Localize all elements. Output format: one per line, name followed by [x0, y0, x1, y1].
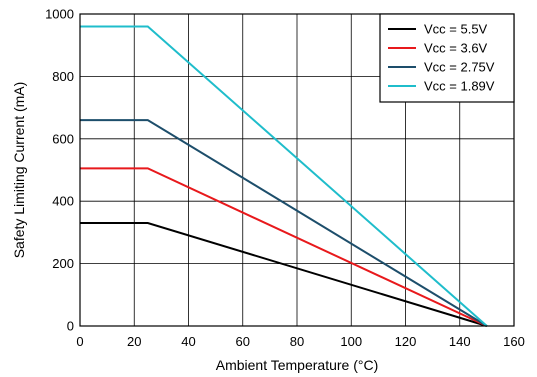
series-line: [80, 222, 488, 327]
y-tick-label: 800: [52, 69, 74, 84]
x-axis-title: Ambient Temperature (°C): [216, 357, 379, 373]
y-tick-label: 0: [67, 319, 74, 334]
legend-label: Vcc = 5.5V: [424, 22, 488, 37]
legend-label: Vcc = 3.6V: [424, 41, 488, 56]
series-line: [80, 167, 488, 327]
y-tick-label: 600: [52, 131, 74, 146]
x-tick-label: 20: [127, 334, 141, 349]
legend-label: Vcc = 1.89V: [424, 79, 495, 94]
legend: Vcc = 5.5V Vcc = 3.6V Vcc = 2.75V Vcc = 1.8…: [379, 13, 515, 103]
y-tick-label: 200: [52, 256, 74, 271]
y-tick-label: 1000: [45, 7, 74, 22]
series-line: [80, 25, 488, 327]
x-tick-label: 0: [76, 334, 83, 349]
x-tick-labels: 0 20 40 60 80 100 120 140 160: [76, 334, 524, 349]
series-line: [80, 119, 488, 327]
x-tick-label: 120: [395, 334, 417, 349]
x-tick-label: 100: [340, 334, 362, 349]
legend-label: Vcc = 2.75V: [424, 60, 495, 75]
x-tick-label: 160: [503, 334, 525, 349]
y-tick-label: 400: [52, 194, 74, 209]
x-tick-label: 80: [290, 334, 304, 349]
series-lines: [80, 25, 488, 327]
x-tick-label: 140: [449, 334, 471, 349]
x-tick-label: 40: [181, 334, 195, 349]
x-tick-label: 60: [236, 334, 250, 349]
y-tick-labels: 0 200 400 600 800 1000: [45, 7, 74, 334]
plot-frame: [79, 13, 515, 327]
y-axis-title: Safety Limiting Current (mA): [11, 82, 27, 259]
